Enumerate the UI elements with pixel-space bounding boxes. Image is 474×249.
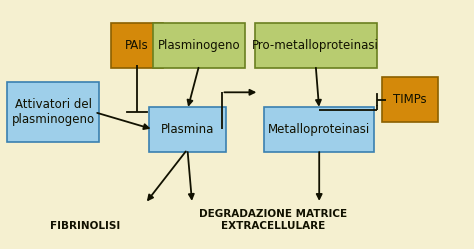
Text: Metalloproteinasi: Metalloproteinasi	[268, 123, 370, 136]
FancyBboxPatch shape	[255, 23, 377, 67]
Text: Attivatori del
plasminogeno: Attivatori del plasminogeno	[12, 98, 95, 126]
FancyBboxPatch shape	[149, 107, 226, 152]
Text: DEGRADAZIONE MATRICE
EXTRACELLULARE: DEGRADAZIONE MATRICE EXTRACELLULARE	[199, 209, 347, 231]
Text: PAIs: PAIs	[125, 39, 149, 52]
FancyBboxPatch shape	[154, 23, 245, 67]
Text: Plasmina: Plasmina	[161, 123, 214, 136]
FancyBboxPatch shape	[111, 23, 163, 67]
Text: TIMPs: TIMPs	[393, 93, 427, 106]
Text: Plasminogeno: Plasminogeno	[158, 39, 240, 52]
Text: FIBRINOLISI: FIBRINOLISI	[50, 221, 120, 231]
FancyBboxPatch shape	[264, 107, 374, 152]
FancyBboxPatch shape	[382, 77, 438, 122]
FancyBboxPatch shape	[8, 82, 99, 142]
Text: Pro-metalloproteinasi: Pro-metalloproteinasi	[252, 39, 379, 52]
